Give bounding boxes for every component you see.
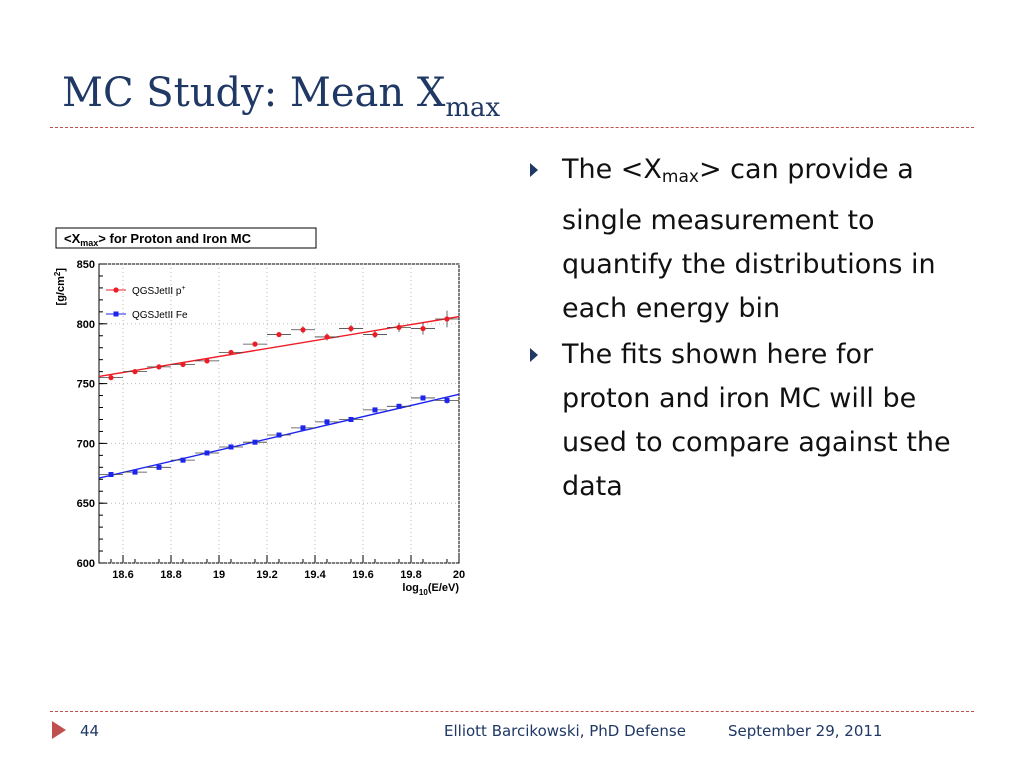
data-point [108, 375, 114, 381]
y-tick-label: 850 [77, 259, 95, 271]
data-point [228, 349, 234, 356]
legend-entry: QGSJetII Fe [132, 310, 188, 321]
footer-arrow-icon [52, 721, 66, 739]
data-point [276, 331, 282, 338]
y-tick-label: 750 [77, 379, 95, 391]
data-point [444, 316, 450, 322]
plot-frame [98, 263, 460, 564]
x-axis-label: log10(E/eV) [402, 582, 459, 597]
footer-author: Elliott Barcikowski, PhD Defense [444, 722, 686, 740]
series-iron [98, 393, 460, 479]
data-point [156, 464, 162, 470]
bullet-item-1: The <Xmax> can provide a single measurem… [528, 148, 968, 331]
page-number: 44 [80, 722, 100, 740]
legend-marker [113, 287, 119, 293]
data-point [156, 364, 162, 370]
y-axis-label: [g/cm2] [53, 268, 67, 306]
x-tick-label: 19 [213, 569, 225, 581]
bullet-1-text-a: The <X [562, 154, 662, 185]
xmax-chart: <Xmax> for Proton and Iron MC 18.6 18.8 19 1… [53, 227, 465, 597]
data-point [348, 325, 354, 332]
data-point [348, 416, 354, 422]
bullet-arrow-icon [530, 348, 538, 362]
data-point [132, 369, 138, 375]
data-point [252, 341, 258, 347]
footer-divider [50, 711, 974, 712]
title-divider [50, 127, 974, 128]
y-tick-label: 700 [77, 438, 95, 450]
bullet-list: The <Xmax> can provide a single measurem… [528, 148, 968, 511]
y-tick-label: 650 [77, 498, 95, 510]
data-point [372, 407, 378, 413]
data-point [108, 471, 114, 477]
data-point [444, 397, 450, 403]
data-point [324, 419, 330, 425]
x-tick-label: 19.2 [256, 569, 277, 581]
data-point [132, 469, 138, 475]
title-main: MC Study: Mean X [62, 70, 446, 116]
chart-title-box [55, 227, 317, 249]
bullet-item-2: The fits shown here for proton and iron … [528, 333, 968, 509]
data-point [204, 450, 210, 456]
data-point [252, 439, 258, 445]
data-point [372, 331, 378, 338]
data-point [180, 361, 186, 368]
footer-date: September 29, 2011 [728, 722, 883, 740]
chart-title: <Xmax> for Proton and Iron MC [64, 231, 252, 248]
series-proton [98, 310, 460, 381]
data-point [276, 432, 282, 438]
x-tick-label: 20 [453, 569, 465, 581]
x-tick-label: 18.8 [160, 569, 181, 581]
bullet-1-subscript: max [661, 167, 699, 187]
x-tick-label: 19.6 [352, 569, 373, 581]
data-point [420, 325, 426, 332]
data-point [300, 425, 306, 431]
y-tick-label: 800 [77, 319, 95, 331]
slide-title: MC Study: Mean Xmax [62, 70, 500, 123]
data-point [180, 457, 186, 463]
data-point [204, 358, 210, 364]
legend-marker [113, 311, 119, 317]
data-point [300, 327, 306, 333]
bullet-1-text-b: > can provide a single measurement to qu… [562, 154, 936, 324]
data-point [396, 403, 402, 409]
legend-entry: QGSJetII p+ [132, 285, 186, 297]
x-tick-label: 19.8 [400, 569, 421, 581]
bullet-2-text: The fits shown here for proton and iron … [562, 339, 951, 502]
x-tick-label: 19.4 [304, 569, 326, 581]
title-subscript: max [445, 93, 501, 123]
data-point [228, 444, 234, 450]
data-point [396, 324, 402, 330]
y-tick-label: 600 [77, 558, 95, 570]
data-point [324, 334, 330, 340]
x-tick-label: 18.6 [112, 569, 133, 581]
bullet-arrow-icon [530, 163, 538, 177]
data-point [420, 395, 426, 401]
